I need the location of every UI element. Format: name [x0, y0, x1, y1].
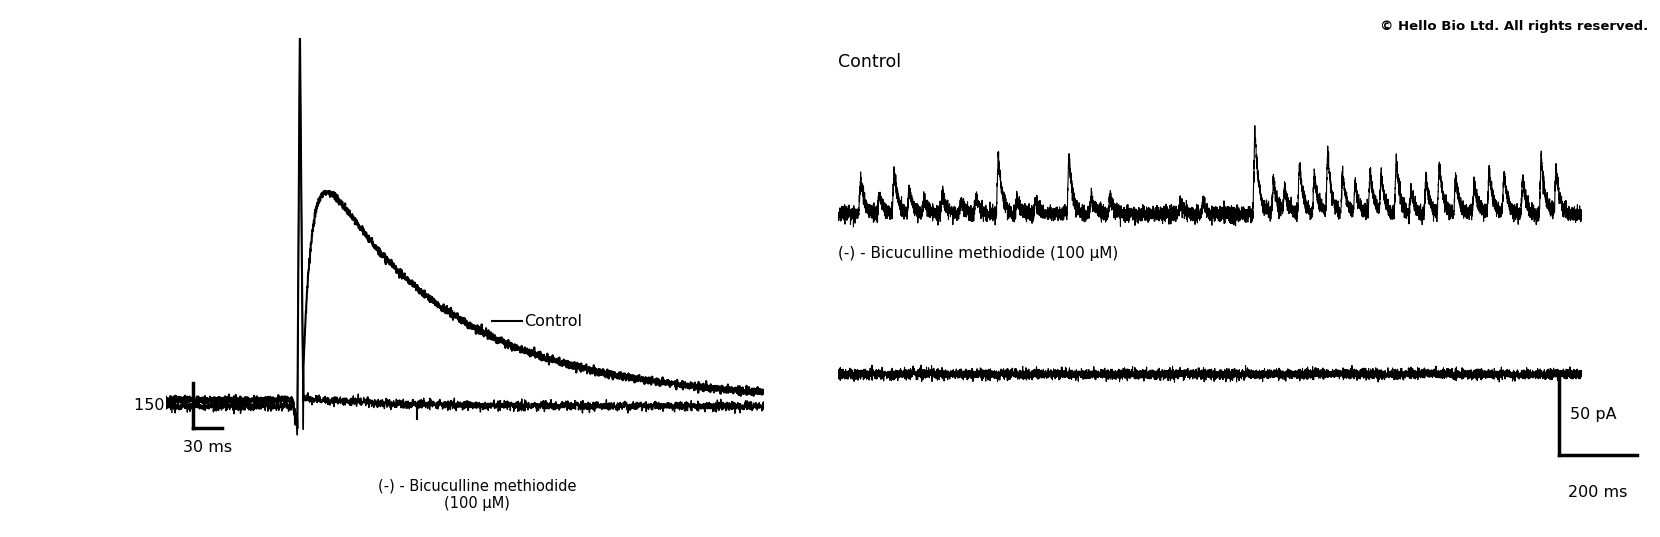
Text: 50 pA: 50 pA	[1570, 408, 1617, 423]
Text: © Hello Bio Ltd. All rights reserved.: © Hello Bio Ltd. All rights reserved.	[1379, 20, 1648, 33]
Text: 200 ms: 200 ms	[1569, 484, 1627, 499]
Text: 30 ms: 30 ms	[183, 440, 232, 455]
Text: (-) - Bicuculline methiodide
(100 μM): (-) - Bicuculline methiodide (100 μM)	[377, 478, 576, 511]
Text: 150 pA: 150 pA	[133, 398, 191, 413]
Text: (-) - Bicuculline methiodide (100 μM): (-) - Bicuculline methiodide (100 μM)	[838, 246, 1119, 261]
Text: Control: Control	[525, 314, 583, 329]
Text: Control: Control	[838, 53, 901, 70]
